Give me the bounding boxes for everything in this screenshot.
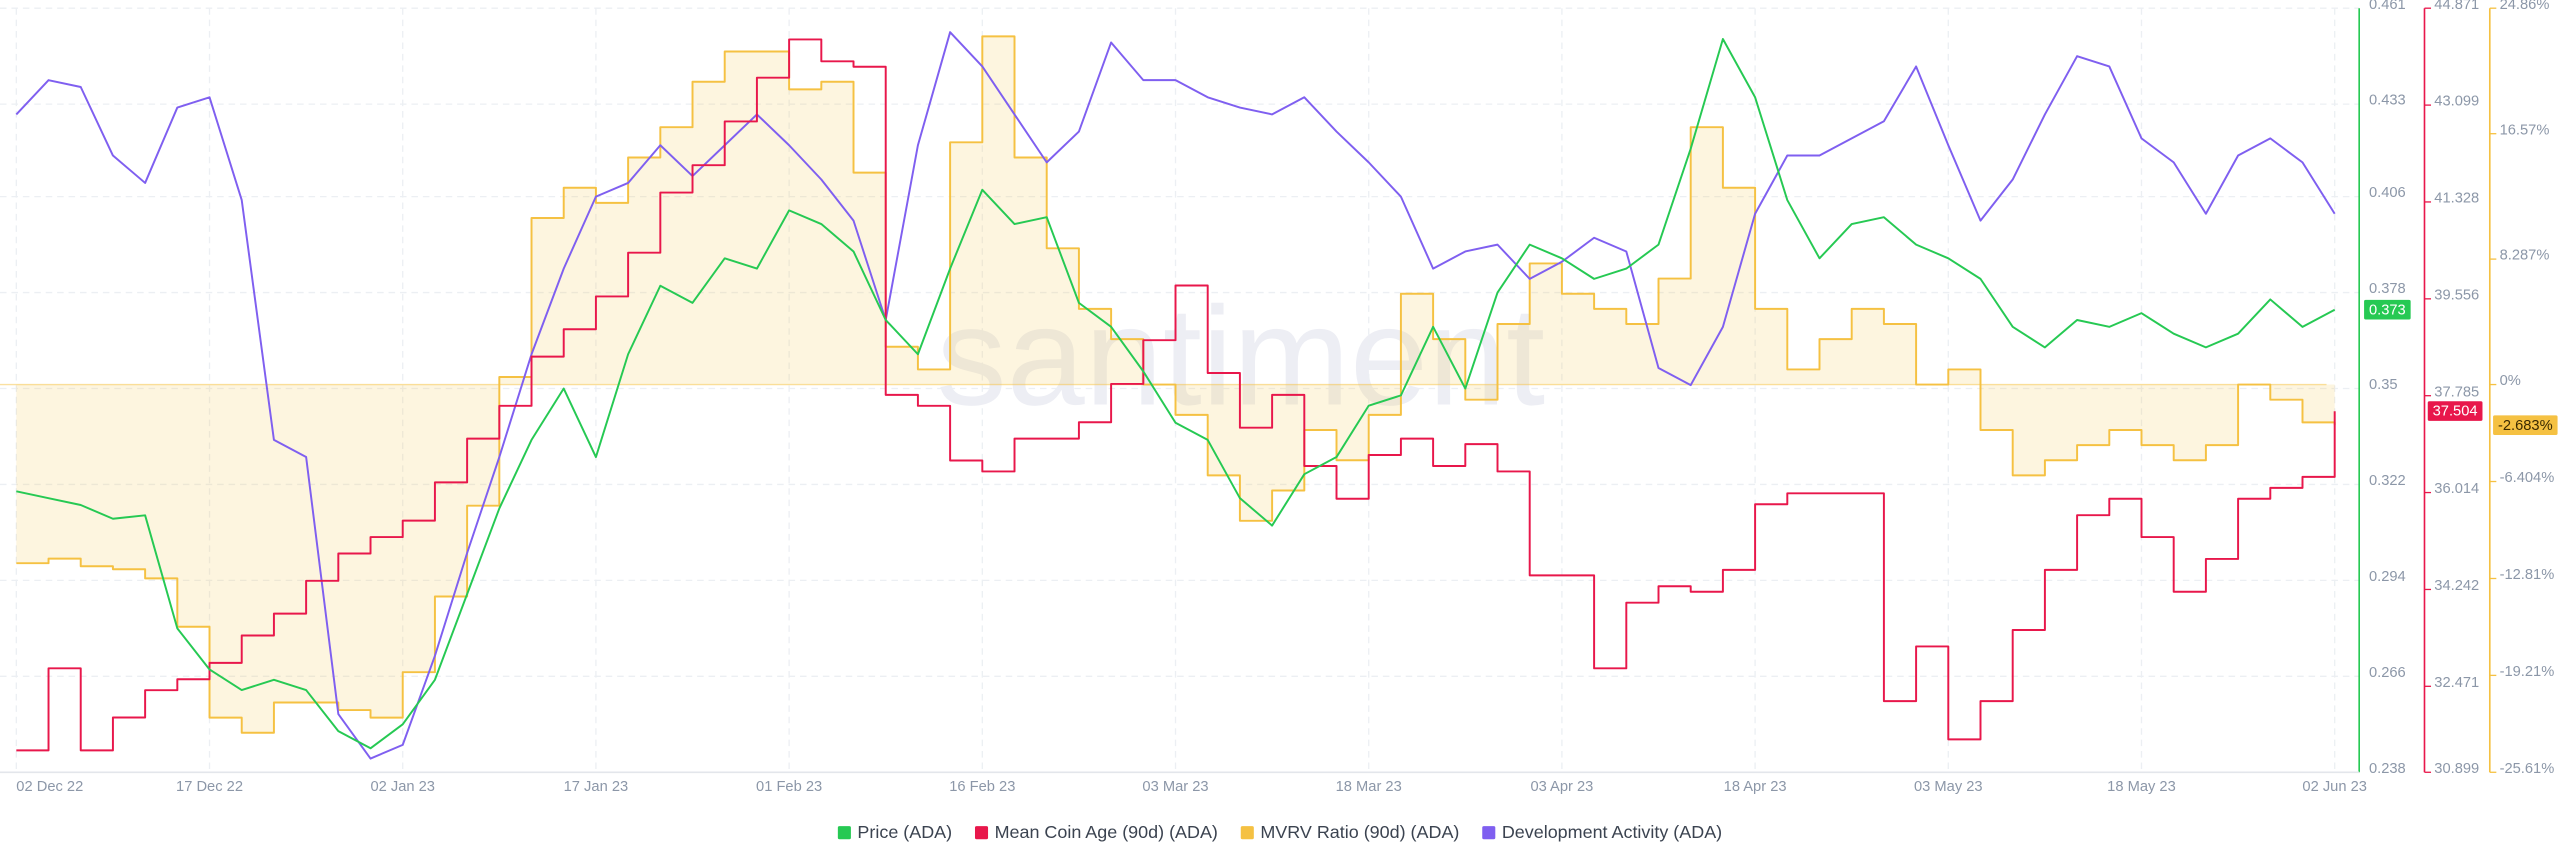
y2-tick-label: 41.328 bbox=[2434, 191, 2479, 207]
current-value: 37.504 bbox=[2433, 404, 2478, 420]
y2-tick-label: 34.242 bbox=[2434, 578, 2479, 594]
y2-tick-label: 30.899 bbox=[2434, 761, 2479, 777]
x-tick-label: 03 Apr 23 bbox=[1530, 779, 1593, 795]
y-tick-label: 0.266 bbox=[2369, 665, 2406, 681]
y3-tick-label: -25.61% bbox=[2500, 761, 2555, 777]
x-tick-label: 18 Mar 23 bbox=[1336, 779, 1402, 795]
y2-tick-label: 39.556 bbox=[2434, 287, 2479, 303]
y-tick-label: 0.294 bbox=[2369, 569, 2406, 585]
legend-label: Development Activity (ADA) bbox=[1502, 822, 1722, 842]
x-tick-label: 03 May 23 bbox=[1914, 779, 1983, 795]
y2-tick-label: 36.014 bbox=[2434, 481, 2479, 497]
y3-tick-label: -19.21% bbox=[2500, 664, 2555, 680]
x-tick-label: 16 Feb 23 bbox=[949, 779, 1015, 795]
current-badge bbox=[2427, 401, 2483, 421]
x-tick-label: 03 Mar 23 bbox=[1142, 779, 1208, 795]
legend-swatch bbox=[1482, 826, 1496, 840]
x-tick-label: 02 Dec 22 bbox=[16, 779, 83, 795]
legend: Price (ADA) Mean Coin Age (90d) (ADA) MVRV… bbox=[837, 822, 1722, 842]
series-line bbox=[16, 35, 2336, 734]
x-tick-label: 18 Apr 23 bbox=[1724, 779, 1787, 795]
legend-label: MVRV Ratio (90d) (ADA) bbox=[1260, 822, 1459, 842]
y-tick-label: 0.406 bbox=[2369, 185, 2406, 201]
current-badge bbox=[2493, 415, 2558, 435]
y-tick-label: 0.378 bbox=[2369, 281, 2406, 297]
y-tick-label: 0.461 bbox=[2369, 0, 2406, 13]
y2-tick-label: 32.471 bbox=[2434, 675, 2479, 691]
y-tick-label: 0.35 bbox=[2369, 377, 2398, 393]
y3-tick-label: -6.404% bbox=[2500, 470, 2555, 486]
legend-swatch bbox=[837, 826, 851, 840]
y3-tick-label: -12.81% bbox=[2500, 567, 2555, 583]
x-tick-label: 01 Feb 23 bbox=[756, 779, 822, 795]
y-tick-label: 0.433 bbox=[2369, 93, 2406, 109]
y3-tick-label: 24.86% bbox=[2500, 0, 2550, 13]
y2-tick-label: 43.099 bbox=[2434, 94, 2479, 110]
series-line bbox=[15, 31, 2336, 760]
legend-label: Price (ADA) bbox=[857, 822, 952, 842]
y3-tick-label: 8.287% bbox=[2500, 248, 2550, 264]
series-line bbox=[16, 38, 2336, 750]
y-tick-label: 0.322 bbox=[2369, 473, 2406, 489]
y3-tick-label: 16.57% bbox=[2500, 122, 2550, 138]
x-tick-label: 02 Jun 23 bbox=[2302, 779, 2367, 795]
legend-swatch bbox=[974, 826, 989, 840]
legend-label: Mean Coin Age (90d) (ADA) bbox=[995, 822, 1218, 842]
current-value: 0.373 bbox=[2369, 302, 2406, 318]
x-tick-label: 18 May 23 bbox=[2107, 779, 2176, 795]
series-line bbox=[16, 38, 2336, 752]
current-badge bbox=[2364, 299, 2411, 320]
y2-tick-label: 44.871 bbox=[2434, 0, 2479, 13]
x-tick-label: 17 Jan 23 bbox=[564, 779, 629, 795]
y3-tick-label: 0% bbox=[2500, 373, 2521, 389]
current-value: -2.683% bbox=[2498, 418, 2553, 434]
legend-swatch bbox=[1240, 826, 1254, 840]
x-tick-label: 02 Jan 23 bbox=[370, 779, 435, 795]
x-tick-label: 17 Dec 22 bbox=[176, 779, 243, 795]
y-tick-label: 0.238 bbox=[2369, 761, 2406, 777]
y2-tick-label: 37.785 bbox=[2434, 384, 2479, 400]
